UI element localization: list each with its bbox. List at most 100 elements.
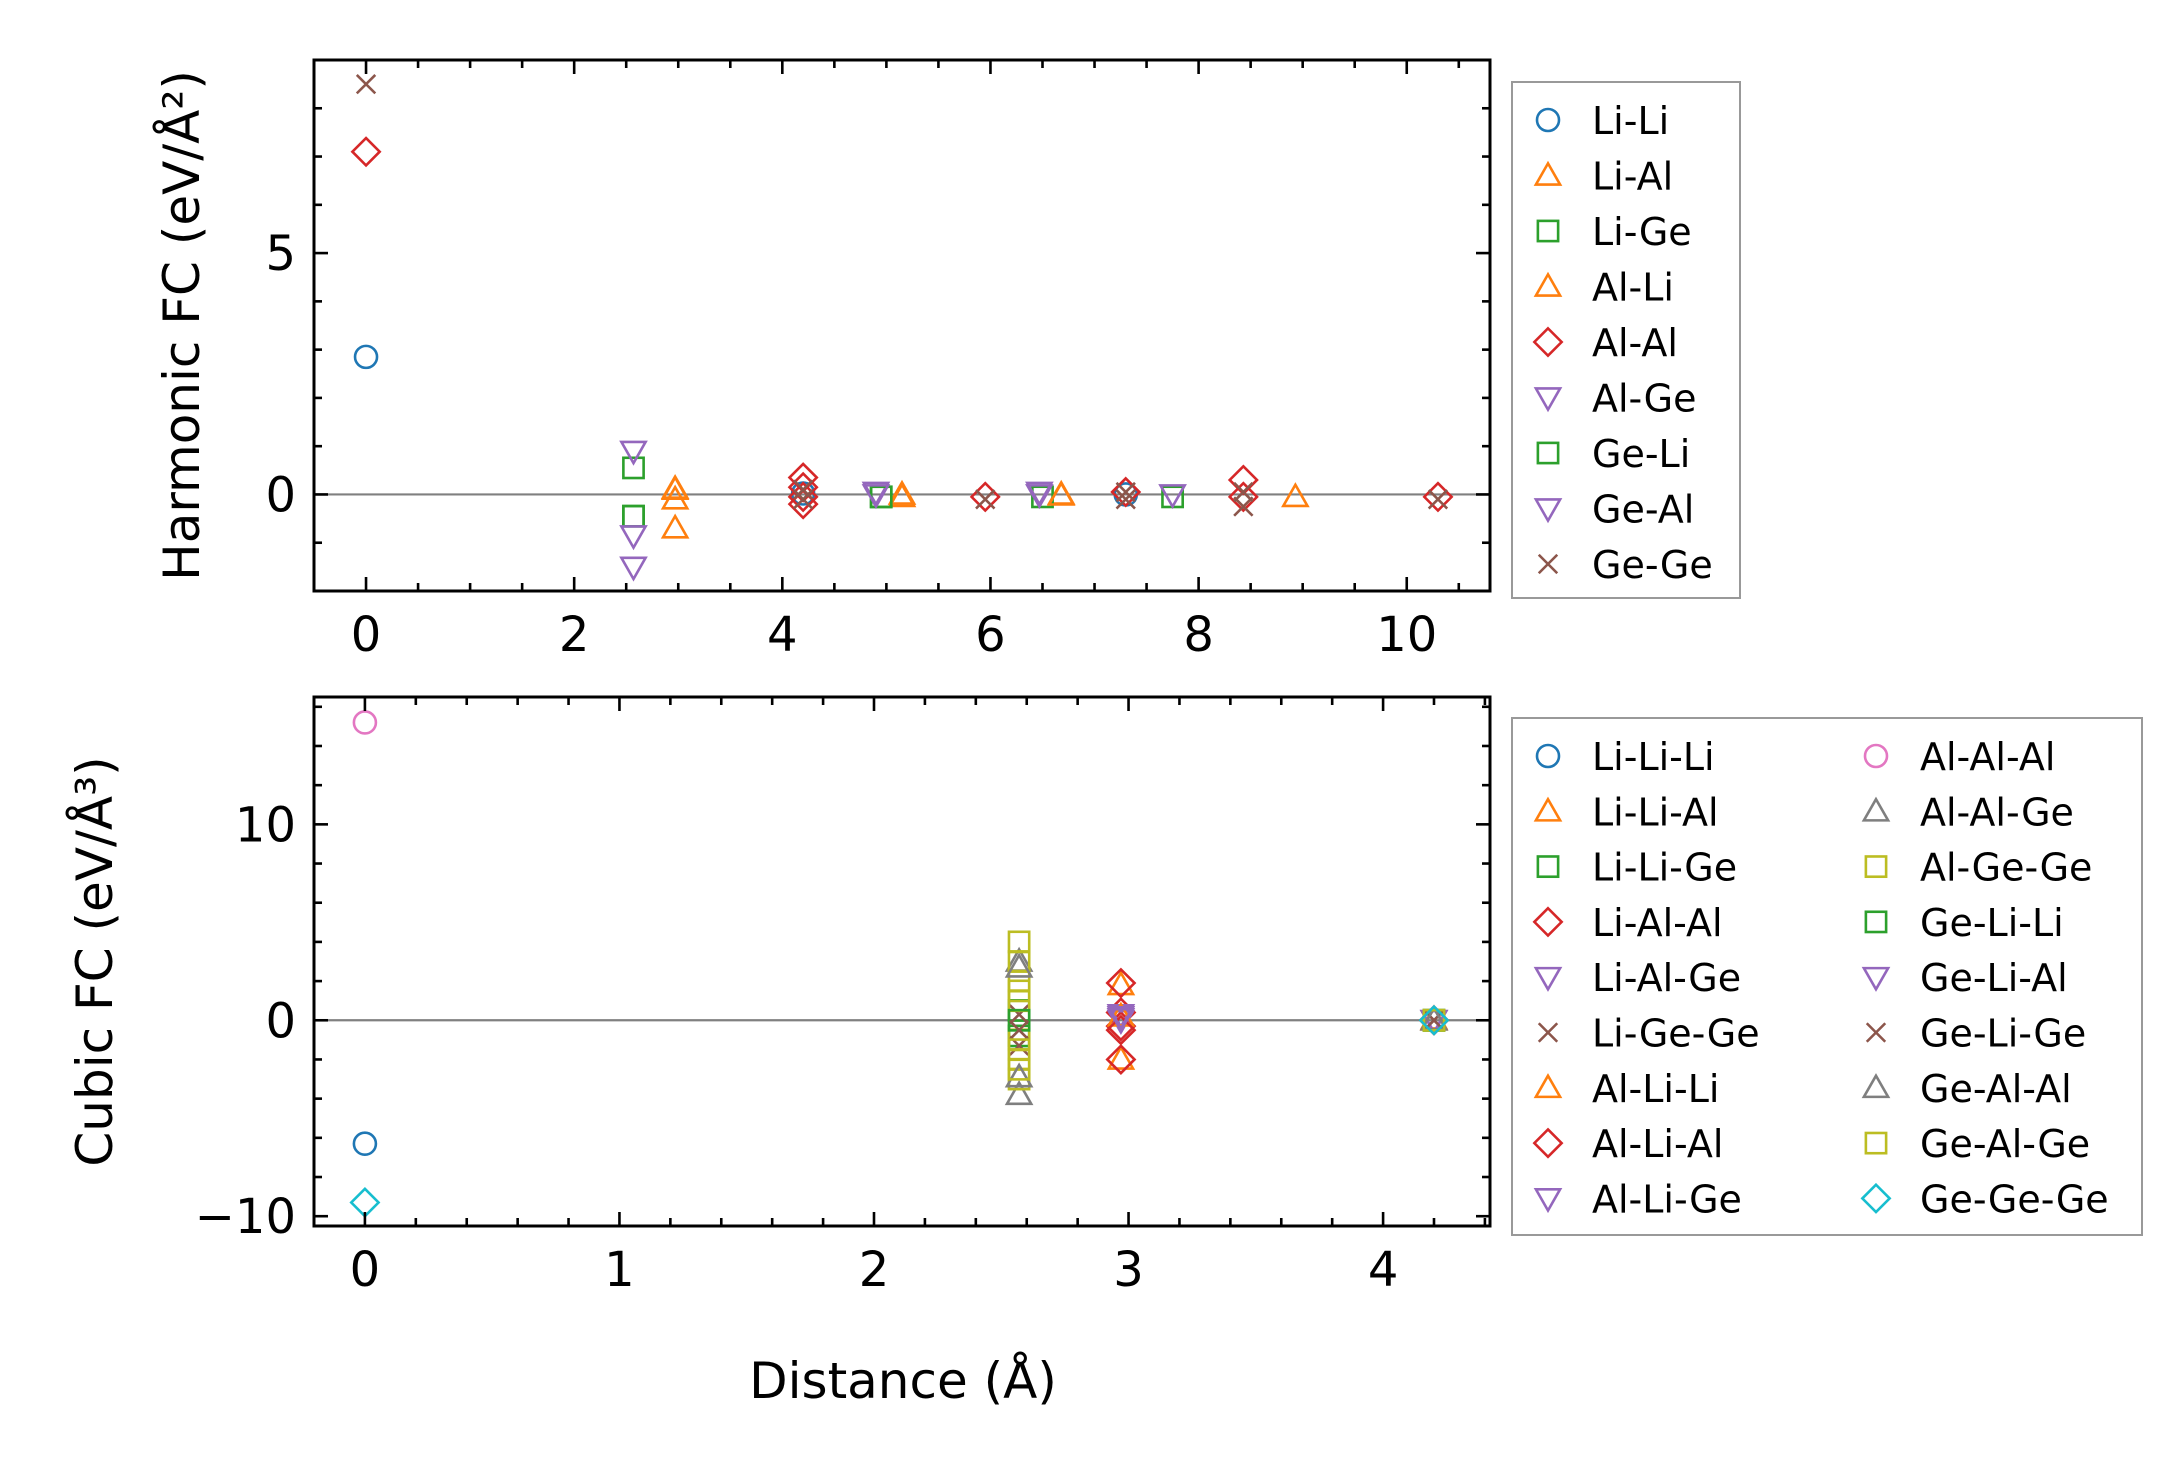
legend-item: Ge-Ge [1537, 543, 1713, 587]
legend-label: Ge-Ge [1592, 543, 1713, 587]
legend-item: Al-Li-Al [1532, 1122, 1723, 1166]
legend-marker-ge-ge-ge [1860, 1182, 1892, 1214]
legend-label: Ge-Al-Al [1920, 1067, 2072, 1111]
axes-frame [312, 58, 1492, 593]
legend-label: Li-Li [1592, 99, 1669, 143]
legend-label: Li-Al-Al [1592, 901, 1723, 945]
legend-item: Li-Al-Al [1532, 901, 1723, 945]
y-axis-label: Cubic FC (eV/Å³) [66, 756, 124, 1166]
data-point-al-li-li [1106, 1001, 1136, 1027]
legend-item: Ge-Ge-Ge [1860, 1177, 2109, 1221]
data-point-ge-li [622, 504, 645, 528]
data-point-li-ge [622, 504, 645, 528]
legend-marker-ge-li [1536, 441, 1560, 465]
data-point-ge-li-ge [1008, 1019, 1030, 1041]
data-point-ge-al [861, 484, 891, 510]
data-point-li-al-al [1105, 1043, 1137, 1075]
legend-item: Ge-Li-Al [1861, 956, 2068, 1000]
data-point-al-li [887, 479, 917, 505]
legend-marker-al-li-al [1532, 1127, 1564, 1159]
legend-label: Ge-Ge-Ge [1920, 1177, 2109, 1221]
legend-item: Al-Li-Ge [1533, 1177, 1742, 1221]
data-point-li-ge [622, 456, 645, 480]
data-point-ge-al-ge [1422, 1008, 1446, 1032]
y-tick-label: 0 [265, 467, 296, 523]
legend-marker-ge-al-al [1861, 1073, 1891, 1099]
legend-marker-li-li [1535, 107, 1561, 133]
data-point-al-al [1227, 481, 1259, 513]
legend-label: Al-Al-Al [1920, 735, 2055, 779]
x-tick-label: 8 [1183, 607, 1214, 663]
legend-label: Al-Al-Ge [1920, 790, 2074, 834]
legend-marker-li-al-ge [1533, 966, 1563, 992]
x-tick-label: 6 [975, 607, 1006, 663]
legend-item: Ge-Al [1533, 488, 1694, 532]
legend-marker-li-li-ge [1536, 855, 1560, 879]
legend-item: Al-Al [1532, 321, 1678, 365]
legend-item: Li-Al [1533, 155, 1673, 199]
legend-label: Li-Li-Ge [1592, 846, 1737, 890]
legend-marker-al-ge-ge [1864, 855, 1888, 879]
legend-marker-li-ge [1536, 219, 1560, 243]
y-tick-label: −10 [195, 1189, 296, 1245]
x-tick-label: 1 [604, 1242, 635, 1298]
data-point-al-ge [619, 440, 648, 466]
legend-item: Al-Al-Al [1863, 735, 2055, 779]
data-point-ge-al-al [1004, 952, 1034, 978]
legend: Li-Li-Li Li-Li-Al Li-Li-Ge Li-Al-Al Li-Al-Ge… [1511, 717, 2143, 1236]
legend-marker-ge-ge [1537, 553, 1559, 575]
x-axis-label: Distance (Å) [749, 1352, 1057, 1410]
legend-marker-al-li-ge [1533, 1188, 1563, 1214]
ticks [312, 58, 1490, 593]
legend-item: Li-Li-Al [1533, 790, 1719, 834]
data-point-al-al [969, 481, 1001, 513]
data-point-al-al [1422, 481, 1454, 513]
legend-label: Ge-Li-Li [1920, 901, 2064, 945]
legend-marker-al-li [1533, 271, 1563, 297]
legend-item: Li-Ge-Ge [1537, 1012, 1760, 1056]
legend-label: Al-Ge-Ge [1920, 846, 2092, 890]
legend-label: Ge-Li [1592, 432, 1690, 476]
legend-item: Al-Ge [1533, 377, 1696, 421]
legend-marker-ge-li-ge [1865, 1022, 1887, 1043]
legend-item: Ge-Li [1536, 432, 1690, 476]
legend-item: Li-Al-Ge [1533, 956, 1741, 1000]
legend-label: Al-Li [1592, 266, 1674, 310]
data-point-al-li [1046, 480, 1076, 506]
legend-marker-ge-li-li [1864, 910, 1888, 934]
legend-item: Li-Li-Li [1535, 735, 1715, 779]
data-point-ge-al-ge [1007, 979, 1031, 1003]
data-point-ge-ge [975, 489, 996, 510]
legend-label: Al-Li-Al [1592, 1122, 1723, 1166]
legend-label: Ge-Al-Ge [1920, 1122, 2090, 1166]
legend: Li-Li Li-Al Li-Ge Al-Li Al-Al Al-Ge Ge-Li Ge-Al… [1511, 81, 1741, 599]
x-tick-label: 10 [1376, 607, 1437, 663]
data-point-al-al [787, 488, 819, 520]
legend-item: Li-Li [1535, 99, 1669, 143]
legend-marker-al-al-al [1863, 743, 1889, 769]
legend-label: Al-Li-Ge [1592, 1177, 1742, 1221]
data-point-al-li [660, 474, 690, 501]
legend-label: Al-Li-Li [1592, 1067, 1719, 1111]
data-point-al-ge [1158, 484, 1187, 510]
x-tick-label: 4 [767, 607, 798, 663]
data-point-ge-ge [792, 489, 814, 510]
legend-label: Li-Li-Li [1592, 735, 1715, 779]
legend-label: Ge-Al [1592, 488, 1694, 532]
y-tick-label: 0 [265, 993, 296, 1049]
legend-item: Li-Ge [1536, 210, 1692, 254]
legend-marker-ge-al [1533, 498, 1563, 524]
data-point-ge-ge [1115, 489, 1136, 510]
data-point-li-li-al [1106, 1044, 1136, 1070]
data-point-li-al [1281, 482, 1310, 508]
y-tick-label: 10 [235, 797, 296, 853]
x-tick-label: 4 [1368, 1242, 1399, 1298]
data-point-li-al [660, 513, 690, 539]
legend-label: Li-Ge [1592, 210, 1692, 254]
data-point-al-al-al [352, 710, 378, 735]
legend-item: Al-Ge-Ge [1864, 846, 2092, 890]
data-point-li-ge-ge [1008, 1004, 1030, 1025]
data-point-li-li-al [1106, 970, 1136, 996]
